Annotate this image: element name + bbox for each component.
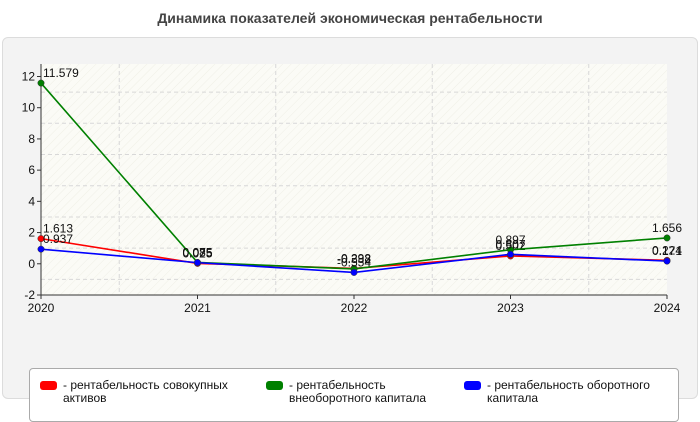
chart-legend: - рентабельность совокупных активов - ре… bbox=[29, 368, 679, 422]
chart-plot: -2 0 2 4 6 8 10 12 2020 2021 2022 2023 2024 1.613 0.02… bbox=[22, 64, 682, 315]
data-point bbox=[663, 234, 671, 242]
y-tick-label: 2 bbox=[28, 226, 35, 240]
y-tick-label: 6 bbox=[28, 163, 35, 177]
x-tick-label: 2021 bbox=[184, 301, 211, 315]
legend-label-non-current-capital: - рентабельность внеоборотного капитала bbox=[289, 378, 426, 405]
data-point bbox=[194, 259, 201, 267]
legend-label-total-assets: - рентабельность совокупных активов bbox=[63, 378, 228, 405]
data-label: 0.171 bbox=[652, 244, 682, 258]
data-point bbox=[37, 235, 45, 243]
data-label: 11.579 bbox=[43, 66, 79, 80]
legend-swatch-non-current-capital bbox=[266, 381, 283, 390]
data-point bbox=[350, 268, 358, 276]
data-label: 0.607 bbox=[495, 237, 525, 251]
data-label: 0.937 bbox=[43, 232, 73, 246]
y-tick-label: 4 bbox=[28, 194, 35, 208]
x-tick-label: 2023 bbox=[497, 301, 524, 315]
y-tick-label: 8 bbox=[28, 132, 35, 146]
data-point bbox=[37, 245, 45, 253]
x-tick-label: 2022 bbox=[341, 301, 368, 315]
y-tick-label: -2 bbox=[24, 288, 35, 302]
data-point bbox=[37, 79, 45, 87]
data-label: -0.298 bbox=[337, 251, 371, 265]
chart-panel: -2 0 2 4 6 8 10 12 2020 2021 2022 2023 2024 1.613 0.02… bbox=[2, 37, 698, 422]
data-point bbox=[507, 250, 514, 258]
data-label: 0.224 bbox=[652, 243, 682, 257]
data-label: -0.554 bbox=[337, 255, 371, 269]
chart-title: Динамика показателей экономическая рента… bbox=[157, 10, 543, 26]
y-tick-label: 10 bbox=[22, 101, 36, 115]
y-tick-label: 12 bbox=[22, 69, 36, 83]
data-label: 0.025 bbox=[182, 246, 212, 260]
data-label: -0.332 bbox=[337, 252, 371, 266]
data-label: 1.656 bbox=[652, 221, 682, 235]
data-label: 0.075 bbox=[182, 246, 212, 260]
legend-label-working-capital: - рентабельность оборотного капитала bbox=[487, 378, 650, 405]
data-label: 1.613 bbox=[43, 222, 73, 236]
data-point bbox=[663, 257, 671, 265]
x-tick-label: 2024 bbox=[654, 301, 681, 315]
y-tick-label: 0 bbox=[28, 257, 35, 271]
x-tick-label: 2020 bbox=[28, 301, 55, 315]
data-label: 0.897 bbox=[495, 233, 525, 247]
legend-swatch-total-assets bbox=[40, 381, 57, 390]
legend-swatch-working-capital bbox=[464, 381, 481, 390]
data-label: 0.085 bbox=[182, 245, 212, 259]
